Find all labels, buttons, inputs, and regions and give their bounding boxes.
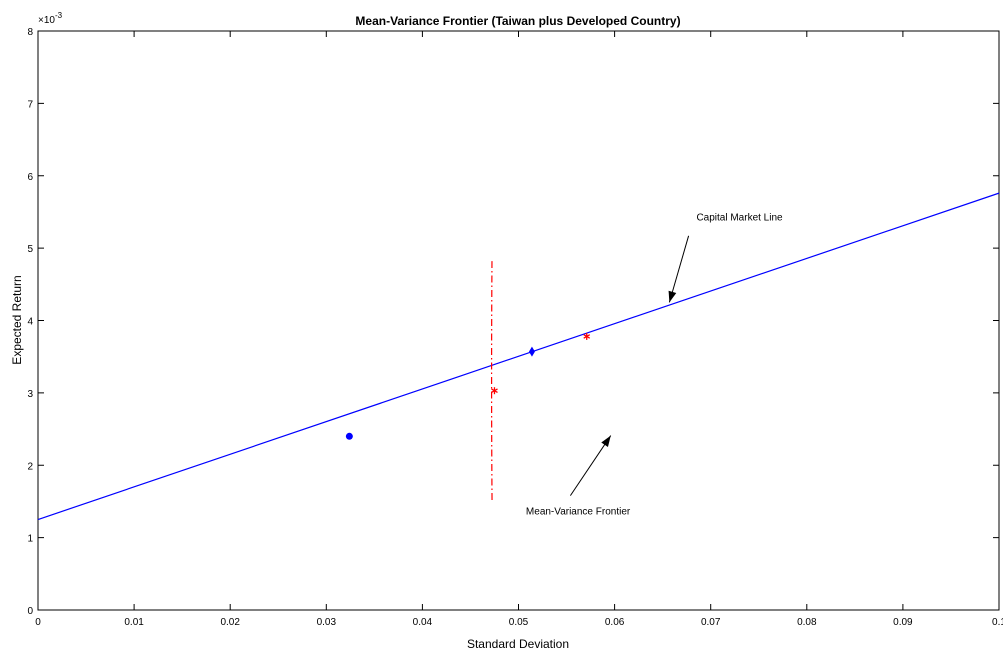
x-tick-label: 0.01 [124, 617, 144, 628]
x-tick-label: 0.03 [317, 617, 337, 628]
y-exponent-label: ×10-3 [38, 11, 63, 26]
annotation-mean-variance-frontier-arrow-line [569, 435, 612, 496]
y-tick-label: 0 [27, 606, 33, 617]
x-tick-label: 0.08 [797, 617, 817, 628]
y-tick-label: 8 [27, 27, 33, 38]
point-red-star-upper [583, 332, 591, 340]
annotation-mean-variance-frontier-label: Mean-Variance Frontier [526, 506, 631, 517]
x-tick-label: 0.02 [220, 617, 240, 628]
y-tick-label: 1 [27, 534, 33, 545]
y-tick-label: 3 [27, 389, 33, 400]
series-layer [37, 192, 1000, 521]
star-stroke [583, 334, 591, 339]
x-tick-label: 0.07 [701, 617, 721, 628]
annotation-capital-market-line-label: Capital Market Line [696, 213, 783, 224]
y-tick-label: 7 [27, 99, 33, 110]
x-tick-label: 0.04 [413, 617, 433, 628]
chart-title: Mean-Variance Frontier (Taiwan plus Deve… [355, 14, 680, 28]
point-tangency [528, 346, 535, 357]
x-tick-label: 0.1 [992, 617, 1003, 628]
annotation-capital-market-line-arrow-head [668, 290, 677, 303]
annotation-mean-variance-frontier-arrow-head [601, 435, 611, 447]
annotations-layer: Capital Market Line Mean-Variance Frontie… [526, 213, 783, 518]
y-tick-label: 2 [27, 461, 33, 472]
star-stroke [491, 388, 498, 394]
y-axis-label: Expected Return [10, 275, 24, 364]
y-exponent-power: -3 [55, 11, 63, 20]
x-axis-label: Standard Deviation [467, 637, 569, 649]
points-layer [345, 332, 591, 440]
x-tick-label: 0.09 [893, 617, 913, 628]
x-tick-label: 0.05 [509, 617, 529, 628]
plot-area [37, 30, 1000, 611]
x-tick-label: 0 [35, 617, 41, 628]
x-tick-label: 0.06 [605, 617, 625, 628]
y-exponent-base: ×10 [38, 15, 55, 26]
point-blue-dot [345, 432, 353, 440]
x-axis: 0 0.01 0.02 0.03 0.04 0.05 0.06 0.07 0.08 0.09 0.1 [35, 31, 1003, 628]
annotation-capital-market-line-arrow-line [668, 235, 690, 303]
y-tick-label: 6 [27, 172, 33, 183]
series-capital-market-line [37, 192, 1000, 521]
y-tick-label: 4 [27, 317, 33, 328]
y-tick-label: 5 [27, 244, 33, 255]
point-red-star-lower [491, 387, 498, 395]
y-axis: 0 1 2 3 4 5 6 7 8 [27, 27, 999, 617]
